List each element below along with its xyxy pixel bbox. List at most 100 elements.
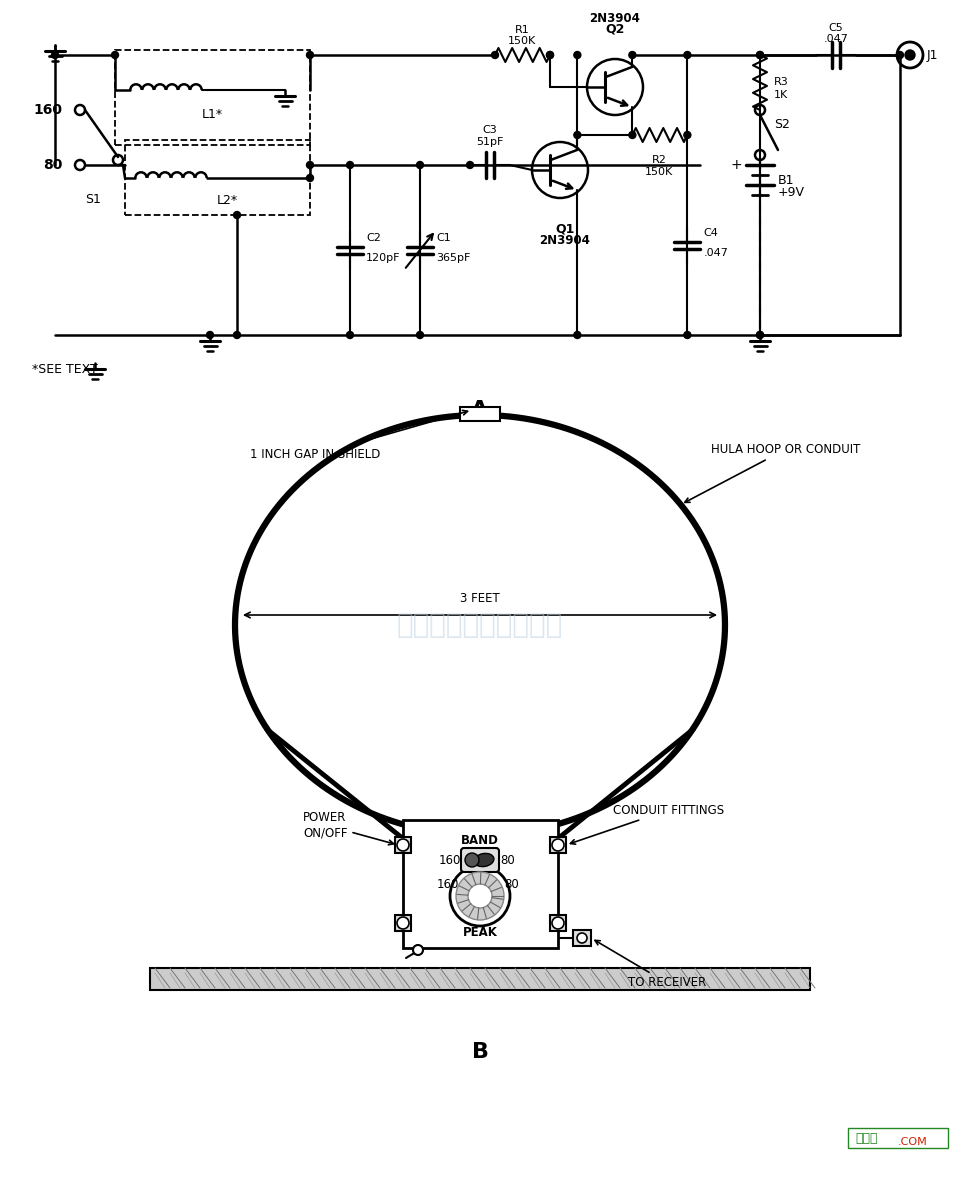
- Bar: [150, 968, 810, 990]
- Text: POWER
ON/OFF: POWER ON/OFF: [303, 811, 393, 845]
- Circle shape: [897, 52, 903, 59]
- Text: R1: R1: [515, 25, 530, 35]
- Bar: [125, 140, 310, 215]
- Text: Q2: Q2: [605, 22, 625, 35]
- Text: 2N3904: 2N3904: [589, 12, 640, 25]
- Bar: [395, 838, 411, 853]
- Text: C3: C3: [482, 125, 498, 134]
- Text: 150K: 150K: [645, 167, 673, 176]
- Circle shape: [491, 52, 499, 59]
- Text: +9V: +9V: [778, 186, 805, 199]
- Text: 80: 80: [42, 158, 62, 172]
- Circle shape: [756, 331, 763, 338]
- Text: 120pF: 120pF: [366, 253, 401, 263]
- Text: HULA HOOP OR CONDUIT: HULA HOOP OR CONDUIT: [685, 443, 860, 503]
- Text: 160: 160: [437, 877, 459, 890]
- Circle shape: [466, 162, 474, 168]
- Circle shape: [207, 331, 213, 338]
- Text: TO RECEIVER: TO RECEIVER: [595, 941, 706, 990]
- Text: PEAK: PEAK: [462, 925, 498, 938]
- Text: 80: 80: [501, 853, 515, 866]
- FancyBboxPatch shape: [461, 848, 499, 872]
- Circle shape: [905, 50, 915, 60]
- Circle shape: [397, 917, 409, 929]
- Circle shape: [234, 331, 240, 338]
- Circle shape: [552, 839, 564, 851]
- Text: 150K: 150K: [507, 36, 536, 46]
- Circle shape: [628, 52, 636, 59]
- Circle shape: [416, 331, 424, 338]
- Circle shape: [397, 839, 409, 851]
- Bar: [550, 838, 566, 853]
- Circle shape: [756, 331, 763, 338]
- Circle shape: [234, 211, 240, 218]
- Text: C5: C5: [828, 23, 844, 32]
- Bar: [550, 914, 566, 931]
- Text: BAND: BAND: [461, 834, 499, 846]
- Text: .COM: .COM: [898, 1138, 927, 1147]
- Circle shape: [111, 52, 118, 59]
- Text: 51pF: 51pF: [477, 137, 504, 146]
- Ellipse shape: [474, 853, 494, 866]
- Circle shape: [547, 52, 554, 59]
- Circle shape: [684, 132, 691, 138]
- Text: C1: C1: [436, 233, 451, 242]
- Bar: [848, 1128, 948, 1148]
- Text: A: A: [472, 400, 488, 420]
- Circle shape: [307, 162, 313, 168]
- Circle shape: [416, 162, 424, 168]
- Text: 1K: 1K: [774, 90, 788, 100]
- Text: L2*: L2*: [216, 194, 237, 206]
- Circle shape: [465, 853, 479, 866]
- Text: S2: S2: [774, 119, 790, 132]
- Text: B: B: [472, 1042, 488, 1062]
- Bar: [573, 930, 591, 946]
- Circle shape: [628, 132, 636, 138]
- Text: 80: 80: [505, 877, 519, 890]
- Text: R2: R2: [652, 155, 666, 164]
- Circle shape: [756, 52, 763, 59]
- Text: 接线图: 接线图: [855, 1132, 877, 1145]
- Text: 160: 160: [33, 103, 62, 116]
- Text: J1: J1: [927, 48, 939, 61]
- Text: .047: .047: [703, 248, 728, 258]
- Circle shape: [307, 52, 313, 59]
- Text: S1: S1: [85, 193, 101, 206]
- Text: 2N3904: 2N3904: [539, 234, 590, 247]
- Circle shape: [574, 52, 580, 59]
- Text: 杭州将睿科技有限公司: 杭州将睿科技有限公司: [397, 611, 563, 638]
- Text: CONDUIT FITTINGS: CONDUIT FITTINGS: [571, 804, 725, 845]
- Bar: [403, 820, 558, 948]
- Circle shape: [52, 52, 59, 59]
- Text: L1*: L1*: [202, 108, 223, 121]
- Circle shape: [456, 872, 504, 920]
- Circle shape: [684, 331, 691, 338]
- Bar: [395, 914, 411, 931]
- Bar: [460, 407, 500, 421]
- Circle shape: [307, 174, 313, 181]
- Text: Q1: Q1: [555, 222, 575, 235]
- Circle shape: [468, 884, 492, 908]
- Circle shape: [552, 917, 564, 929]
- Circle shape: [347, 162, 354, 168]
- Circle shape: [347, 331, 354, 338]
- Text: .047: .047: [824, 34, 849, 44]
- Circle shape: [756, 52, 763, 59]
- Bar: [115, 50, 310, 145]
- Text: R3: R3: [774, 77, 789, 86]
- Text: +: +: [730, 158, 742, 172]
- Circle shape: [574, 132, 580, 138]
- Circle shape: [413, 946, 423, 955]
- Text: 3 FEET: 3 FEET: [460, 592, 500, 605]
- Circle shape: [547, 52, 554, 59]
- Circle shape: [684, 52, 691, 59]
- Text: C4: C4: [703, 228, 718, 238]
- Text: C2: C2: [366, 233, 381, 242]
- Text: 1 INCH GAP IN SHIELD: 1 INCH GAP IN SHIELD: [250, 410, 468, 462]
- Text: 365pF: 365pF: [436, 253, 470, 263]
- Text: 160: 160: [439, 853, 461, 866]
- Circle shape: [450, 866, 510, 926]
- Circle shape: [574, 331, 580, 338]
- Circle shape: [577, 934, 587, 943]
- Text: B1: B1: [778, 174, 795, 186]
